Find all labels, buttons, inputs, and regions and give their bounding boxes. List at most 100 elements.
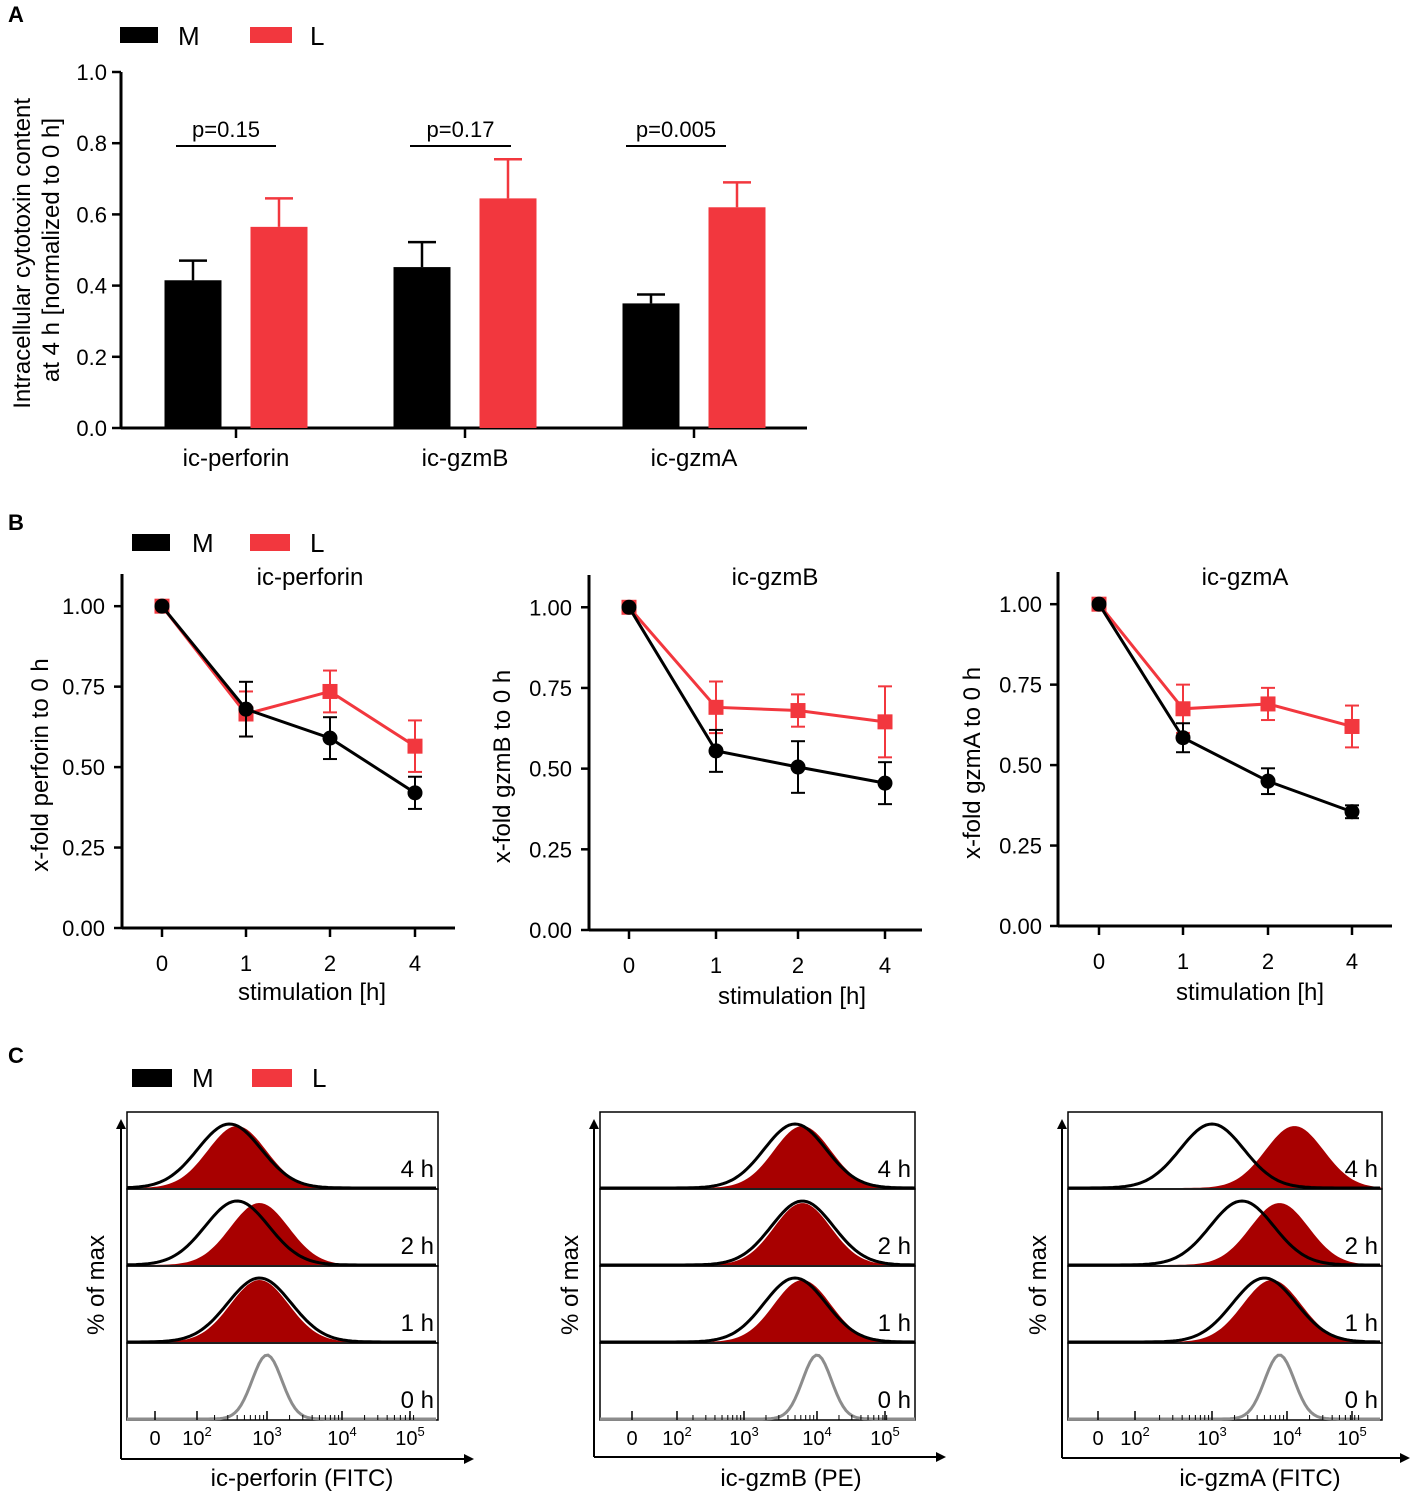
y-axis-label: x-fold gzmA to 0 h (959, 667, 986, 859)
histogram-fill-L (127, 1203, 438, 1265)
legend-swatch-l (252, 1069, 292, 1087)
x-tick-exponent: 2 (1143, 1424, 1150, 1439)
x-tick-label: 2 (324, 951, 336, 976)
histogram-fill-L (127, 1126, 438, 1188)
y-tick-label: 1.0 (76, 60, 107, 85)
data-point-M (1175, 730, 1191, 746)
x-tick-label: 103 (252, 1424, 281, 1450)
series-line-L (627, 606, 886, 724)
x-tick-base: 10 (252, 1428, 274, 1450)
legend-label-m: M (192, 528, 214, 558)
histogram-line-M (600, 1122, 916, 1190)
panel-a-legend: M L (120, 21, 324, 51)
row-label: 4 h (1345, 1156, 1378, 1183)
panel-c-letter: C (8, 1043, 24, 1068)
panel-b-chart-gzmb: 0.00 0.25 0.50 0.75 1.00 0 1 2 4 stimulation [h] x… (489, 564, 922, 1010)
data-point-M (238, 701, 254, 717)
x-tick-label: 2 (1262, 949, 1274, 974)
row-label: 4 h (878, 1156, 911, 1183)
y-axis-label: % of max (83, 1235, 110, 1335)
y-tick-label: 1.00 (62, 594, 105, 619)
bar-L (708, 207, 766, 428)
x-tick-label: 102 (662, 1424, 691, 1450)
x-tick-base: 10 (1197, 1428, 1219, 1450)
x-tick-exponent: 3 (1220, 1424, 1227, 1439)
x-tick-base: 0 (1092, 1428, 1103, 1450)
x-tick-base: 0 (149, 1428, 160, 1450)
category-label: ic-gzmB (422, 445, 509, 472)
x-tick-exponent: 4 (1295, 1424, 1302, 1439)
histogram-fill-L (600, 1126, 915, 1188)
x-tick-label: 104 (802, 1424, 831, 1450)
panel-b-chart-perforin: 0.00 0.25 0.50 0.75 1.00 0 1 2 4 stimulation [h] x… (27, 564, 455, 1006)
histogram-line-M (126, 1122, 436, 1190)
y-tick-label: 0.00 (62, 916, 105, 941)
row-label: 1 h (878, 1310, 911, 1337)
x-tick-label: 103 (1197, 1424, 1226, 1450)
y-axis-label: % of max (1025, 1235, 1052, 1335)
histogram-line-M (127, 1199, 436, 1267)
x-axis-label: ic-gzmB (PE) (720, 1465, 861, 1492)
histogram-fill-L (1068, 1280, 1382, 1342)
legend-label-l: L (310, 21, 324, 51)
series-line-L (1097, 603, 1353, 728)
data-point-M (1091, 596, 1107, 612)
histogram-line-M (1068, 1122, 1380, 1190)
x-tick-base: 10 (662, 1428, 684, 1450)
series-line-M (627, 606, 886, 785)
histogram-fill-L (1068, 1126, 1382, 1188)
y-tick-label: 0.00 (999, 914, 1042, 939)
histogram-fill-L (1068, 1203, 1382, 1265)
panel-a-letter: A (8, 2, 24, 27)
data-point-M (790, 759, 806, 775)
x-tick-label: 1 (1177, 949, 1189, 974)
legend-label-m: M (192, 1063, 214, 1093)
row-label: 2 h (878, 1233, 911, 1260)
y-tick-label: 0.6 (76, 202, 107, 227)
x-tick-base: 10 (1272, 1428, 1294, 1450)
x-tick-base: 10 (182, 1428, 204, 1450)
x-tick-label: 102 (1120, 1424, 1149, 1450)
category-label: ic-perforin (183, 445, 290, 472)
x-tick-label: 0 (626, 1428, 637, 1450)
panel-b-legend: M L (132, 528, 324, 558)
legend-label-l: L (310, 528, 324, 558)
x-tick-label: 2 (792, 953, 804, 978)
y-tick-label: 0.0 (76, 416, 107, 441)
legend-label-l: L (312, 1063, 326, 1093)
data-point-L (1175, 701, 1191, 717)
histogram-line-reference (127, 1353, 436, 1421)
y-tick-label: 0.4 (76, 274, 107, 299)
y-axis-label: % of max (557, 1235, 584, 1335)
x-tick-label: 102 (182, 1424, 211, 1450)
row-label: 1 h (401, 1310, 434, 1337)
data-point-L (322, 683, 338, 699)
x-tick-label: 103 (729, 1424, 758, 1450)
x-tick-base: 10 (1120, 1428, 1142, 1450)
y-tick-label: 0.25 (999, 834, 1042, 859)
row-label: 0 h (878, 1387, 911, 1414)
x-tick-exponent: 5 (418, 1424, 425, 1439)
x-tick-exponent: 4 (350, 1424, 357, 1439)
x-tick-label: 4 (879, 953, 891, 978)
y-tick-label: 0.50 (62, 755, 105, 780)
y-tick-label: 0.00 (529, 918, 572, 943)
x-tick-label: 0 (156, 951, 168, 976)
data-point-M (1344, 804, 1360, 820)
x-tick-label: 1 (240, 951, 252, 976)
x-tick-base: 10 (327, 1428, 349, 1450)
x-tick-exponent: 4 (825, 1424, 832, 1439)
chart-title: ic-gzmB (732, 564, 819, 591)
x-tick-label: 0 (1092, 1428, 1103, 1450)
row-label: 0 h (1345, 1387, 1378, 1414)
histogram-fill-L (600, 1203, 915, 1265)
legend-swatch-l (250, 534, 290, 551)
y-tick-label: 0.50 (999, 753, 1042, 778)
legend-swatch-l (250, 27, 292, 43)
y-tick-label: 0.8 (76, 131, 107, 156)
data-point-M (621, 599, 637, 615)
